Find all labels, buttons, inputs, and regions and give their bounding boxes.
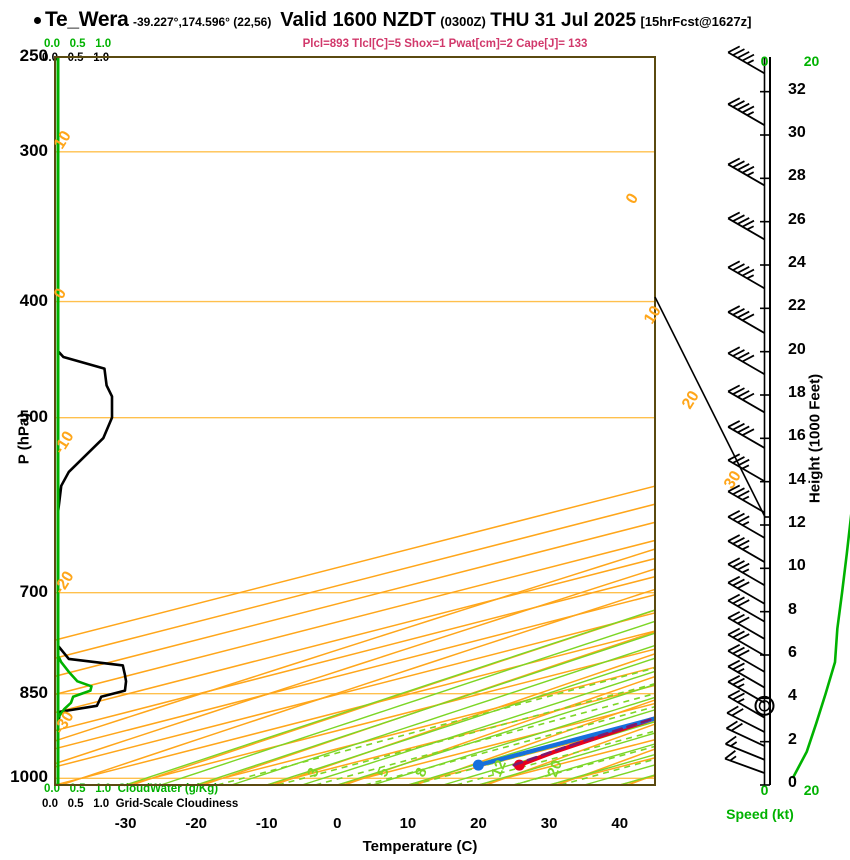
speed-tick-bottom-0: 0: [760, 782, 769, 798]
cloudiness-tick-1-b: 0.5: [67, 798, 84, 810]
height-tick-4: 4: [788, 687, 797, 705]
chart-title: Te_Wera -39.227°,174.596° (22,56) Valid …: [34, 8, 824, 34]
height-tick-30: 30: [788, 124, 806, 141]
wind-barb: [727, 260, 765, 290]
wind-speed-curve: [791, 513, 850, 779]
valid-date: THU 31 Jul 2025: [490, 10, 637, 31]
height-tick-16: 16: [788, 427, 806, 445]
wind-barb: [725, 720, 765, 747]
height-tick-2: 2: [788, 730, 797, 748]
pressure-tick-850: 850: [19, 682, 48, 702]
height-tick-8: 8: [788, 600, 797, 618]
cloudiness-scale-bottom: 0.0 0.5 1.0 Grid-Scale Cloudiness: [42, 798, 238, 810]
wind-barb: [727, 157, 765, 187]
height-tick-20: 20: [788, 340, 806, 358]
height-tick-18: 18: [788, 384, 806, 401]
dewpoint-surface-point: [472, 759, 484, 771]
wind-barb: [727, 557, 765, 586]
wind-barb: [727, 611, 765, 640]
wind-barb: [727, 384, 765, 414]
cloudiness-tick-0-b: 0.0: [42, 798, 58, 810]
wind-barb: [727, 593, 765, 623]
cloudwater-tick-0: 0.0: [44, 38, 60, 50]
sounding-indices: Plcl=893 Tlcl[C]=5 Shox=1 Pwat[cm]=2 Cap…: [302, 38, 588, 50]
temperature-tick-10: 10: [399, 815, 417, 832]
wind-barb: [727, 644, 765, 673]
height-tick-6: 6: [788, 644, 797, 661]
wind-barb: [727, 510, 765, 539]
speed-tick-top-0: 0: [760, 53, 769, 69]
isotherm-label-0: 0: [623, 190, 642, 207]
grid-layer: [55, 57, 655, 785]
temperature-profile: [517, 716, 655, 768]
speed-tick-top-20: 20: [803, 53, 820, 69]
wind-barb: [727, 484, 765, 514]
wind-barb: [727, 45, 765, 75]
isotherm-label-10: 10: [51, 128, 75, 152]
wind-barb: [727, 211, 765, 241]
mixing-ratio-label-12: 12: [488, 758, 510, 780]
wind-barb: [727, 534, 765, 563]
height-tick-0: 0: [788, 774, 797, 791]
CloudWater: [56, 151, 93, 779]
wind-barb: [727, 97, 765, 126]
pressure-tick-250: 250: [19, 46, 48, 65]
pressure-tick-300: 300: [19, 140, 48, 160]
height-tick-24: 24: [788, 254, 806, 271]
dewpoint-profile: [476, 716, 655, 768]
wind-barb: [725, 735, 765, 761]
station-marker-icon: [34, 17, 41, 24]
height-tick-26: 26: [788, 210, 806, 228]
wind-barb: [726, 705, 765, 733]
parcel-profile: [512, 716, 655, 767]
temperature-tick-40: 40: [611, 815, 629, 832]
valid-time: Valid 1600 NZDT: [280, 9, 436, 31]
pressure-tick-700: 700: [19, 581, 48, 601]
pressure-tick-500: 500: [19, 406, 48, 426]
height-tick-28: 28: [788, 167, 806, 185]
height-tick-32: 32: [788, 80, 806, 98]
wind-barb: [724, 750, 765, 774]
temperature-tick--30: -30: [114, 815, 137, 832]
speed-tick-bottom-40: 40: [844, 782, 850, 798]
station-name: Te_Wera: [45, 8, 129, 31]
wind-barb: [727, 575, 765, 605]
valid-time-zulu: (0300Z): [440, 14, 486, 29]
station-coords: -39.227°,174.596° (22,56): [132, 15, 272, 29]
wind-barb: [727, 420, 765, 449]
temperature-tick-30: 30: [540, 815, 558, 832]
mixing-ratio-label-20: 20: [544, 758, 566, 780]
wind-barb: [727, 627, 765, 657]
height-tick-14: 14: [788, 470, 806, 488]
forecast-info: [15hrFcst@1627z]: [640, 14, 752, 29]
wind-barb: [727, 689, 765, 719]
cloudiness-tick-2-b: 1.0: [93, 798, 110, 810]
temperature-tick--20: -20: [185, 815, 208, 832]
temperature-tick-20: 20: [470, 815, 487, 832]
height-tick-12: 12: [788, 514, 806, 531]
cloudwater-tick-1: 0.5: [69, 38, 86, 50]
wind-barb: [727, 305, 765, 334]
temperature-tick-0: 0: [333, 815, 342, 832]
cloudwater-tick-2: 1.0: [95, 38, 112, 50]
surface-wind-marker: [754, 695, 775, 716]
cloudiness-axis-label: Grid-Scale Cloudiness: [115, 798, 239, 810]
cloudwater-scale-top: 0.0 0.5 1.0: [44, 38, 111, 50]
speed-axis-label: Speed (kt): [726, 806, 794, 822]
isotherm-label-10: 10: [641, 303, 665, 327]
pressure-tick-1000: 1000: [10, 767, 48, 787]
wind-barb: [727, 453, 765, 483]
height-tick-10: 10: [788, 557, 806, 575]
speed-tick-top-40: 40: [844, 53, 850, 69]
wind-barb: [727, 346, 765, 376]
pressure-tick-400: 400: [19, 290, 48, 310]
height-tick-22: 22: [788, 297, 806, 315]
isotherm-label-20: 20: [679, 388, 703, 412]
isotherm-label-0: 0: [51, 285, 70, 302]
temperature-axis-label: Temperature (C): [362, 838, 478, 855]
wind-barb: [727, 659, 765, 689]
speed-tick-bottom-20: 20: [803, 782, 820, 798]
temperature-tick--10: -10: [255, 815, 278, 832]
